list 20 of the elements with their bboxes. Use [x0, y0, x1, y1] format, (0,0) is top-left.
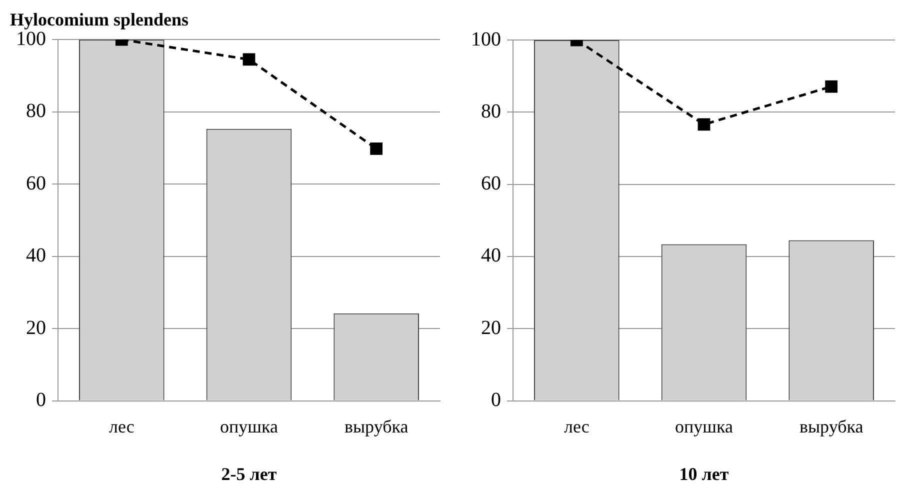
- x-tick-label: лес: [108, 416, 134, 436]
- y-tick-label: 100: [471, 28, 501, 50]
- y-tick-label: 40: [481, 244, 501, 267]
- y-tick-label: 60: [481, 172, 501, 195]
- x-axis-title: 2-5 лет: [221, 464, 277, 484]
- x-tick-label: вырубка: [799, 416, 864, 436]
- x-axis-title: 10 лет: [679, 464, 729, 484]
- y-tick-label: 80: [26, 100, 46, 122]
- y-tick-label: 0: [36, 389, 46, 412]
- y-tick-label: 20: [481, 316, 501, 339]
- x-tick-label: вырубка: [344, 416, 408, 436]
- x-tick-label: опушка: [220, 416, 278, 436]
- y-tick-label: 80: [481, 100, 501, 122]
- y-tick-label: 0: [491, 389, 501, 412]
- y-tick-label: 40: [26, 244, 46, 267]
- y-tick-label: 20: [26, 316, 46, 339]
- x-tick-label: опушка: [675, 416, 733, 436]
- x-tick-label: лес: [564, 416, 590, 436]
- chart-title: Hylocomium splendens: [10, 9, 189, 30]
- y-tick-label: 60: [26, 172, 46, 194]
